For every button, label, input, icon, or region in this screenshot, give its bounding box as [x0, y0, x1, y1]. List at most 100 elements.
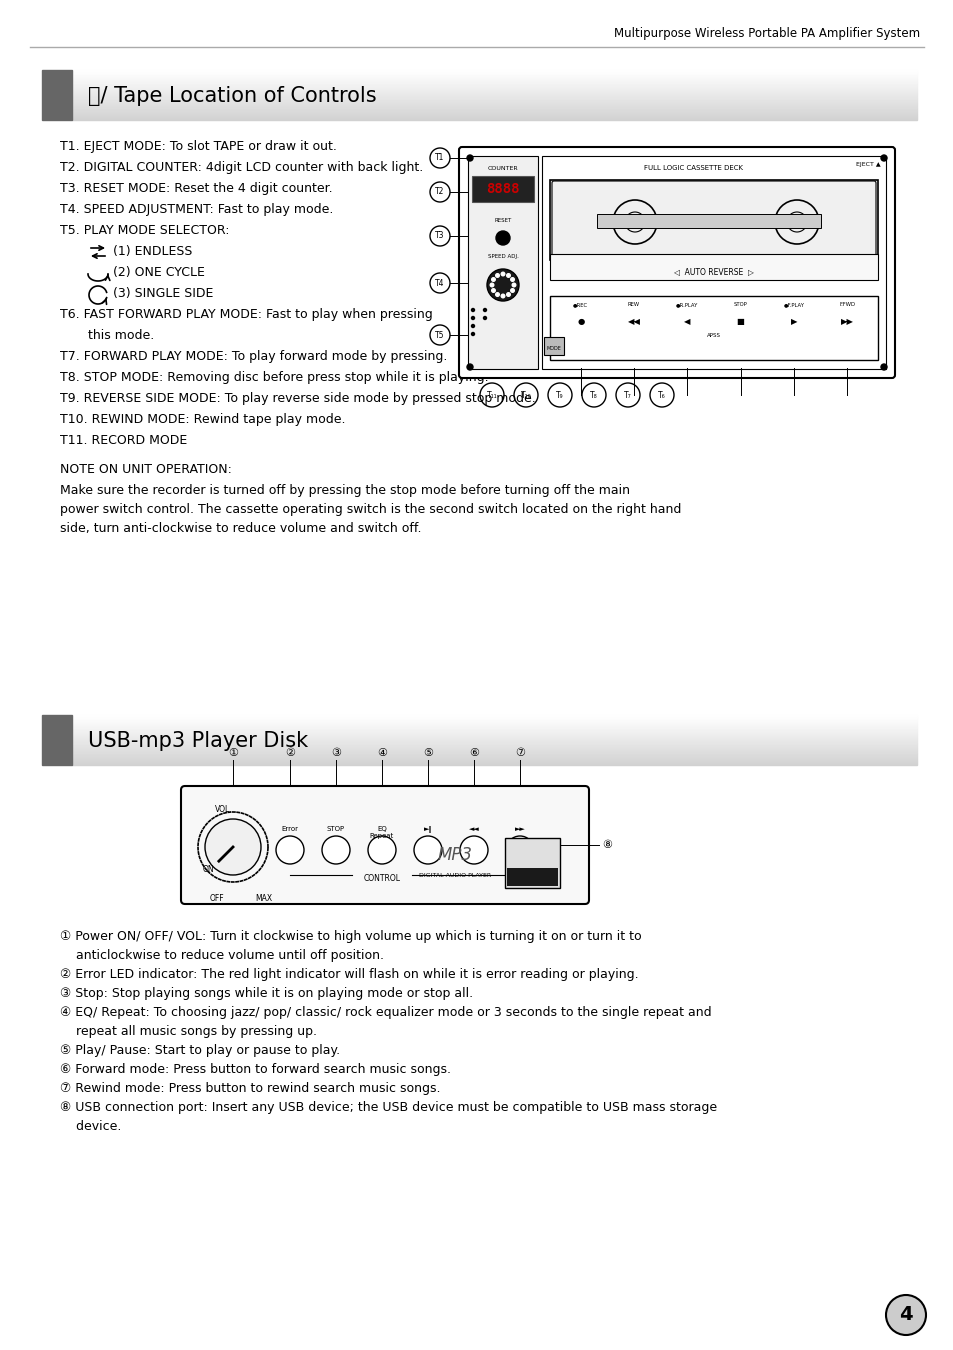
Text: USB-mp3 Player Disk: USB-mp3 Player Disk [88, 730, 308, 751]
Text: ⑤ Play/ Pause: Start to play or pause to play.: ⑤ Play/ Pause: Start to play or pause to… [60, 1044, 340, 1057]
Circle shape [496, 274, 498, 277]
Text: ◀◀: ◀◀ [627, 317, 639, 325]
Text: ①: ① [228, 748, 237, 757]
Bar [506, 868, 558, 886]
Text: ●F.PLAY: ●F.PLAY [782, 302, 803, 306]
Circle shape [491, 289, 495, 293]
Circle shape [880, 364, 886, 370]
Text: FULL LOGIC CASSETTE DECK: FULL LOGIC CASSETTE DECK [644, 165, 742, 171]
Text: T5: T5 [435, 331, 444, 339]
Circle shape [491, 278, 495, 281]
Text: side, turn anti-clockwise to reduce volume and switch off.: side, turn anti-clockwise to reduce volu… [60, 522, 421, 535]
Text: ④: ④ [376, 748, 387, 757]
Circle shape [512, 284, 516, 286]
Circle shape [505, 836, 534, 864]
Text: ◄◄: ◄◄ [468, 826, 478, 832]
Text: T₁₁: T₁₁ [486, 390, 497, 400]
Circle shape [414, 836, 441, 864]
Bar [468, 157, 537, 369]
Bar [543, 338, 563, 355]
Text: ◁  AUTO REVERSE  ▷: ◁ AUTO REVERSE ▷ [674, 267, 753, 275]
Text: T7. FORWARD PLAY MODE: To play forward mode by pressing.: T7. FORWARD PLAY MODE: To play forward m… [60, 350, 447, 363]
Bar [597, 215, 821, 228]
Text: ●REC: ●REC [573, 302, 588, 306]
Text: Error: Error [281, 826, 298, 832]
Text: STOP: STOP [327, 826, 345, 832]
Text: MAX: MAX [254, 894, 272, 903]
Text: ON: ON [203, 865, 214, 873]
Text: T₈: T₈ [590, 390, 598, 400]
Circle shape [880, 155, 886, 161]
Text: ⑦: ⑦ [515, 748, 524, 757]
Text: T10. REWIND MODE: Rewind tape play mode.: T10. REWIND MODE: Rewind tape play mode. [60, 413, 345, 427]
Text: T4. SPEED ADJUSTMENT: Fast to play mode.: T4. SPEED ADJUSTMENT: Fast to play mode. [60, 202, 333, 216]
Text: COUNTER: COUNTER [487, 166, 517, 171]
Circle shape [500, 273, 504, 275]
Text: CONTROL: CONTROL [363, 873, 400, 883]
Text: F.FWD: F.FWD [839, 302, 855, 306]
Circle shape [490, 284, 494, 286]
Text: T3: T3 [435, 231, 444, 240]
Text: ② Error LED indicator: The red light indicator will flash on while it is error r: ② Error LED indicator: The red light ind… [60, 968, 638, 981]
Circle shape [486, 269, 518, 301]
Text: T₉: T₉ [556, 390, 563, 400]
Text: ▶: ▶ [790, 317, 797, 325]
Text: T8. STOP MODE: Removing disc before press stop while it is playing.: T8. STOP MODE: Removing disc before pres… [60, 371, 488, 383]
Bar [791, 217, 801, 227]
Text: ③ Stop: Stop playing songs while it is on playing mode or stop all.: ③ Stop: Stop playing songs while it is o… [60, 987, 473, 1000]
Text: ⑤: ⑤ [422, 748, 433, 757]
Bar [550, 180, 877, 261]
Text: ① Power ON/ OFF/ VOL: Turn it clockwise to high volume up which is turning it on: ① Power ON/ OFF/ VOL: Turn it clockwise … [60, 930, 641, 944]
Bar [504, 838, 559, 888]
Text: NOTE ON UNIT OPERATION:: NOTE ON UNIT OPERATION: [60, 463, 232, 477]
Text: T1: T1 [435, 154, 444, 162]
Text: power switch control. The cassette operating switch is the second switch located: power switch control. The cassette opera… [60, 504, 680, 516]
Text: ⑥: ⑥ [469, 748, 478, 757]
Bar [550, 296, 877, 360]
Text: device.: device. [60, 1120, 121, 1133]
Text: T5. PLAY MODE SELECTOR:: T5. PLAY MODE SELECTOR: [60, 224, 230, 238]
Circle shape [205, 819, 261, 875]
Text: Multipurpose Wireless Portable PA Amplifier System: Multipurpose Wireless Portable PA Amplif… [613, 27, 919, 39]
Circle shape [471, 309, 474, 312]
Circle shape [510, 278, 514, 281]
Bar [629, 217, 639, 227]
Text: T2: T2 [435, 188, 444, 197]
Text: 4: 4 [899, 1305, 912, 1324]
Text: EJECT ▲: EJECT ▲ [855, 162, 880, 167]
Circle shape [471, 316, 474, 320]
Text: (1) ENDLESS: (1) ENDLESS [112, 244, 193, 258]
Text: ●: ● [577, 317, 583, 325]
Text: ►►: ►► [514, 826, 525, 832]
Circle shape [500, 294, 504, 298]
Text: T2. DIGITAL COUNTER: 4digit LCD counter with back light.: T2. DIGITAL COUNTER: 4digit LCD counter … [60, 161, 423, 174]
Text: ◀: ◀ [683, 317, 690, 325]
Circle shape [510, 289, 514, 293]
Text: T11. RECORD MODE: T11. RECORD MODE [60, 433, 187, 447]
Circle shape [496, 293, 498, 297]
Text: MP3: MP3 [437, 846, 472, 864]
Text: T9. REVERSE SIDE MODE: To play reverse side mode by pressed stop mode.: T9. REVERSE SIDE MODE: To play reverse s… [60, 392, 536, 405]
Circle shape [483, 309, 486, 312]
FancyBboxPatch shape [181, 786, 588, 904]
Circle shape [275, 836, 304, 864]
Text: ⑧: ⑧ [601, 840, 612, 850]
Circle shape [471, 324, 474, 328]
Text: RESET: RESET [494, 217, 511, 223]
Circle shape [322, 836, 350, 864]
Text: ⑥ Forward mode: Press button to forward search music songs.: ⑥ Forward mode: Press button to forward … [60, 1062, 451, 1076]
Circle shape [483, 316, 486, 320]
Text: APSS: APSS [706, 333, 720, 338]
Text: T6. FAST FORWARD PLAY MODE: Fast to play when pressing: T6. FAST FORWARD PLAY MODE: Fast to play… [60, 308, 433, 321]
Text: ►‖: ►‖ [423, 826, 432, 833]
Text: EQ
Repeat: EQ Repeat [370, 826, 394, 838]
Text: DIGITAL AUDIO PLAYER: DIGITAL AUDIO PLAYER [418, 873, 491, 878]
Bar [541, 157, 885, 369]
Circle shape [467, 364, 473, 370]
Circle shape [471, 332, 474, 336]
Text: T₁₀: T₁₀ [520, 390, 531, 400]
Text: ■: ■ [736, 317, 744, 325]
Text: Make sure the recorder is turned off by pressing the stop mode before turning of: Make sure the recorder is turned off by … [60, 485, 629, 497]
Bar [42, 716, 71, 765]
Text: (2) ONE CYCLE: (2) ONE CYCLE [112, 266, 205, 279]
